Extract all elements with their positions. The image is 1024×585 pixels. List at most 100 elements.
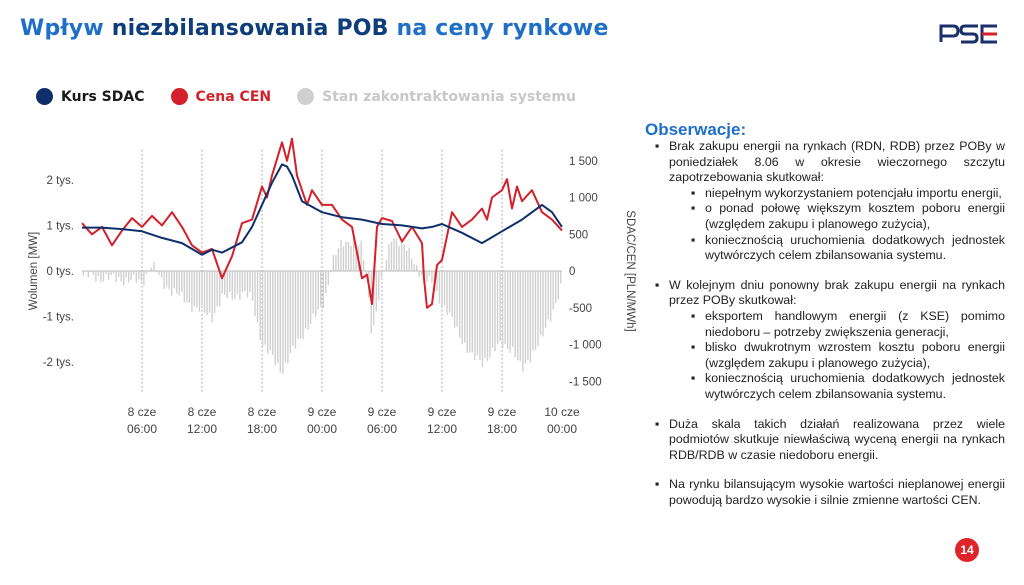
observation-3: ▪ Duża skala takich działań realizowana p… [655, 416, 1005, 462]
observation-1-item: ▪ niepełnym wykorzystaniem potencjału imp… [691, 185, 1002, 200]
x-tick-label-time: 18:00 [247, 422, 277, 436]
contract-bar [170, 271, 173, 296]
contract-bar [279, 271, 282, 373]
contract-bar [522, 271, 524, 372]
contract-bar [443, 271, 446, 306]
contract-bar [163, 271, 165, 290]
contract-bar [201, 271, 203, 306]
y-right-tick-label: 1 000 [569, 193, 598, 205]
contract-bar [557, 271, 559, 300]
contract-bar [484, 271, 486, 359]
contract-bar [385, 259, 388, 271]
observation-4-text: Na rynku bilansującym wysokie wartości n… [669, 477, 1005, 507]
contract-bar [160, 271, 163, 278]
contract-bar [342, 246, 345, 271]
contract-bar [408, 247, 410, 271]
contract-bar [456, 271, 458, 327]
x-tick-label-time: 12:00 [427, 422, 457, 436]
x-tick-label-time: 06:00 [127, 422, 157, 436]
contract-bar [153, 261, 155, 271]
observation-1-text: Brak zakupu energii na rynkach (RDN, RDB… [669, 139, 1005, 185]
contract-bar [469, 271, 471, 353]
contract-bar [224, 271, 226, 295]
contract-bar [145, 271, 148, 274]
contract-bar [400, 239, 403, 271]
contract-bar [289, 271, 292, 354]
observation-1-item-1-text: niepełnym wykorzystaniem potencjału impo… [705, 185, 1002, 200]
contract-bar [208, 271, 211, 313]
observation-1-item-3-text: koniecznością uruchomienia dodatkowych j… [705, 232, 1005, 263]
observation-2-item: ▪ koniecznością uruchomienia dodatkowych … [691, 371, 1005, 401]
contract-bar [317, 271, 319, 310]
contract-bar [269, 271, 271, 351]
contract-bar [362, 259, 365, 271]
contract-bar [378, 271, 380, 301]
contract-bar [186, 271, 188, 303]
pse-logo [939, 24, 997, 44]
contract-bar [304, 271, 307, 329]
contract-bar [355, 243, 357, 271]
contract-bar [337, 248, 340, 271]
contract-bar [312, 271, 314, 314]
legend-item-cen[interactable]: Cena CEN [170, 88, 271, 105]
contract-bar [481, 271, 484, 367]
contract-bar [532, 271, 534, 351]
contract-bar [264, 271, 266, 345]
contract-bar [292, 271, 294, 346]
x-tick-label-date: 9 cze [308, 405, 337, 419]
contract-bar [229, 271, 231, 292]
contract-bar [102, 271, 105, 282]
contract-bar [451, 271, 453, 318]
legend-swatch-sdac [36, 88, 53, 105]
contract-bar [155, 271, 158, 273]
observation-2-item: ▪ blisko dwukrotnym wzrostem kosztu pobor… [691, 340, 1005, 370]
contract-bar [471, 271, 474, 353]
contract-bar [287, 271, 289, 364]
contract-bar [405, 250, 408, 271]
contract-bar [499, 271, 501, 342]
contract-bar [335, 255, 337, 271]
contract-bar [446, 271, 448, 316]
contract-bar [504, 271, 506, 344]
contract-bar [544, 271, 547, 329]
contract-bar [393, 238, 395, 271]
contract-bar [125, 271, 127, 278]
contract-bar [418, 271, 420, 277]
contract-bar [501, 271, 504, 349]
contract-bar [466, 271, 468, 354]
contract-bar [552, 271, 554, 310]
y-left-tick-label: -2 tys. [43, 357, 74, 369]
x-tick-label-time: 06:00 [367, 422, 397, 436]
y-left-tick-label: -1 tys. [43, 312, 74, 324]
contract-bar [284, 271, 287, 363]
contract-bar [461, 271, 463, 345]
contract-bar [549, 271, 552, 322]
contract-bar [322, 271, 324, 309]
contract-bar [97, 271, 100, 276]
legend-item-contract[interactable]: Stan zakontraktowania systemu [297, 88, 576, 105]
contract-bar [365, 271, 367, 275]
contract-bar [95, 271, 97, 282]
legend-item-sdac[interactable]: Kurs SDAC [36, 88, 145, 105]
y-right-tick-label: 1 500 [569, 156, 598, 168]
contract-bar [241, 271, 244, 293]
contract-bar [464, 271, 466, 343]
contract-bar [198, 271, 201, 312]
contract-bar [206, 271, 208, 316]
contract-bar [390, 241, 393, 271]
contract-bar [309, 271, 312, 324]
contract-bar [211, 271, 213, 323]
contract-bar [294, 271, 297, 349]
contract-bar [117, 271, 120, 278]
contract-bar [413, 264, 415, 271]
title-part-3: na ceny rynkowe [396, 16, 609, 41]
observation-2-item-2-text: blisko dwukrotnym wzrostem kosztu poboru… [705, 340, 1005, 370]
contract-bar [436, 271, 438, 292]
observation-3-text: Duża skala takich działań realizowana pr… [669, 416, 1005, 462]
contract-bar [140, 271, 143, 282]
contract-bar [203, 271, 206, 313]
observation-4: ▪ Na rynku bilansującym wysokie wartości … [655, 477, 1005, 507]
contract-bar [107, 271, 110, 280]
contract-bar [191, 271, 193, 312]
x-tick-label-time: 12:00 [187, 422, 217, 436]
